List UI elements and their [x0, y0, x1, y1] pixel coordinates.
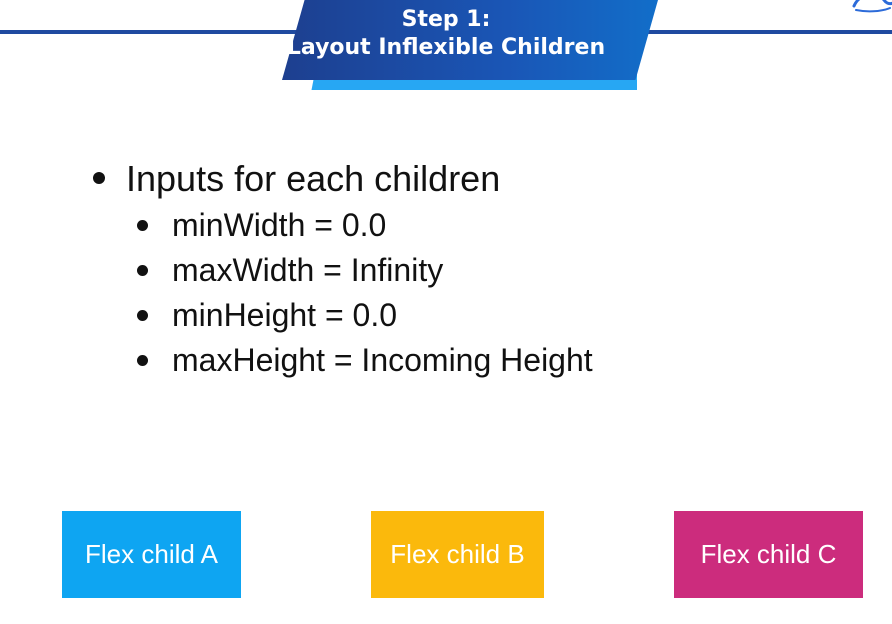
sub-bullet-item: maxWidth = Infinity: [88, 248, 808, 293]
flex-child-c: Flex child C: [674, 511, 863, 598]
sub-bullet-item: minWidth = 0.0: [88, 203, 808, 248]
sub-bullet-item: minHeight = 0.0: [88, 293, 808, 338]
flex-child-a: Flex child A: [62, 511, 241, 598]
logo-icon: [852, 0, 892, 13]
flex-child-c-label: Flex child C: [700, 539, 837, 569]
title-line-2: Layout Inflexible Children: [286, 35, 606, 60]
flex-child-b: Flex child B: [371, 511, 544, 598]
title-banner: [282, 0, 658, 80]
bullet-item: Inputs for each children: [88, 155, 808, 203]
flex-child-b-label: Flex child B: [390, 539, 525, 569]
sub-bullet-list: minWidth = 0.0 maxWidth = Infinity minHe…: [88, 203, 808, 383]
slide-title: Step 1: Layout Inflexible Children: [0, 6, 892, 62]
bullet-list: Inputs for each children minWidth = 0.0 …: [88, 155, 808, 383]
flex-child-a-label: Flex child A: [85, 539, 218, 569]
sub-bullet-item: maxHeight = Incoming Height: [88, 338, 808, 383]
title-line-1: Step 1:: [401, 7, 491, 32]
